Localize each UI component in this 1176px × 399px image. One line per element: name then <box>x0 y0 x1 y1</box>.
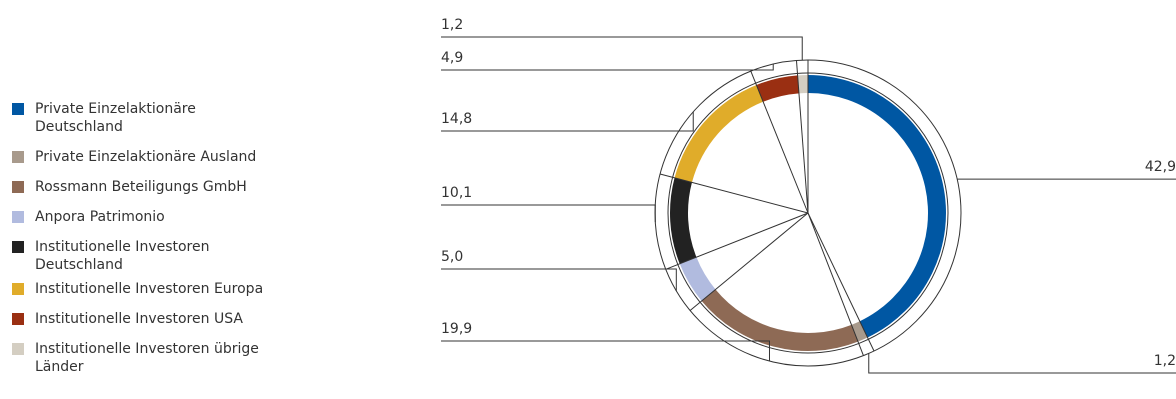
donut-segment <box>797 75 808 94</box>
value-label: 5,0 <box>441 249 463 265</box>
leader-line <box>441 64 774 71</box>
donut-segment <box>679 257 716 301</box>
segment-divider <box>689 212 809 311</box>
legend-swatch <box>12 241 24 253</box>
legend-label: Private Einzelaktionäre Deutschland <box>35 101 196 135</box>
legend-item: Institutionelle Investoren übrige Länder <box>12 340 312 376</box>
donut-segment <box>674 85 764 183</box>
leader-line <box>441 111 694 132</box>
segment-divider <box>807 212 875 352</box>
donut-segment <box>670 177 697 264</box>
donut-segment <box>851 321 868 342</box>
value-label: 14,8 <box>441 111 472 127</box>
legend-label: Private Einzelaktionäre Ausland <box>35 149 257 165</box>
segment-divider <box>750 70 809 214</box>
legend-swatch <box>12 343 24 355</box>
legend-label: Institutionelle Investoren Deutschland <box>35 239 210 273</box>
leader-line <box>868 353 1176 374</box>
donut-segment <box>701 289 858 352</box>
legend-label: Rossmann Beteiligungs GmbH <box>35 179 247 195</box>
segment-divider <box>665 212 809 270</box>
leader-line <box>441 36 803 61</box>
leader-line <box>441 268 677 291</box>
legend-swatch <box>12 103 24 115</box>
value-label: 1,2 <box>1154 353 1176 369</box>
leader-line <box>441 204 656 223</box>
legend-item: Rossmann Beteiligungs GmbH <box>12 178 312 196</box>
value-label: 10,1 <box>441 185 472 201</box>
donut-segment <box>756 75 799 102</box>
legend-label: Institutionelle Investoren USA <box>35 311 243 327</box>
donut-segment <box>808 75 946 338</box>
segment-divider <box>807 212 864 356</box>
legend-item: Private Einzelaktionäre Ausland <box>12 148 312 166</box>
segment-divider <box>795 60 809 214</box>
value-label: 42,9 <box>1145 159 1176 175</box>
legend-label: Institutionelle Investoren Europa <box>35 281 264 297</box>
legend-item: Institutionelle Investoren USA <box>12 310 312 328</box>
segment-divider <box>659 173 809 214</box>
legend-item: Private Einzelaktionäre Deutschland <box>12 100 312 136</box>
legend-label: Anpora Patrimonio <box>35 209 165 225</box>
leader-line <box>441 340 770 362</box>
legend-label: Institutionelle Investoren übrige Länder <box>35 341 259 375</box>
chart-legend: Private Einzelaktionäre Deutschland Priv… <box>12 100 312 382</box>
legend-swatch <box>12 313 24 325</box>
legend-swatch <box>12 181 24 193</box>
legend-swatch <box>12 211 24 223</box>
legend-swatch <box>12 283 24 295</box>
legend-item: Anpora Patrimonio <box>12 208 312 226</box>
legend-item: Institutionelle Investoren Europa <box>12 280 312 298</box>
value-label: 4,9 <box>441 50 463 66</box>
legend-swatch <box>12 151 24 163</box>
value-label: 19,9 <box>441 321 472 337</box>
value-label: 1,2 <box>441 17 463 33</box>
legend-item: Institutionelle Investoren Deutschland <box>12 238 312 274</box>
